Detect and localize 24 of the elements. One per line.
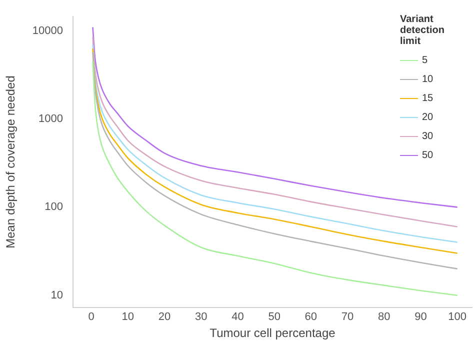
- legend-label: 50: [422, 150, 434, 161]
- legend-label: 15: [422, 93, 434, 104]
- x-tick-label: 40: [232, 311, 244, 324]
- y-tick-label: 10: [50, 289, 63, 302]
- y-axis-title: Mean depth of coverage needed: [4, 76, 18, 248]
- x-tick-label: 0: [88, 311, 94, 324]
- x-tick-label: 20: [158, 311, 171, 324]
- legend-label: 20: [422, 112, 434, 123]
- x-tick-label: 50: [268, 311, 280, 324]
- x-tick-label: 100: [448, 311, 467, 324]
- x-tick-label: 60: [304, 311, 318, 324]
- x-tick-label: 30: [194, 311, 208, 324]
- y-tick-label: 100: [44, 201, 63, 214]
- x-tick-label: 10: [122, 311, 134, 324]
- legend-label: 30: [422, 131, 434, 142]
- y-tick-label: 1000: [38, 113, 63, 126]
- x-tick-label: 90: [414, 311, 427, 324]
- legend-label: 10: [422, 74, 434, 85]
- legend-label: 5: [422, 55, 428, 66]
- legend-title: Variant detection limit: [400, 14, 446, 47]
- x-tick-label: 80: [378, 311, 390, 324]
- x-axis-title: Tumour cell percentage: [210, 326, 336, 340]
- y-tick-label: 10000: [32, 24, 63, 37]
- x-tick-label: 70: [341, 311, 354, 324]
